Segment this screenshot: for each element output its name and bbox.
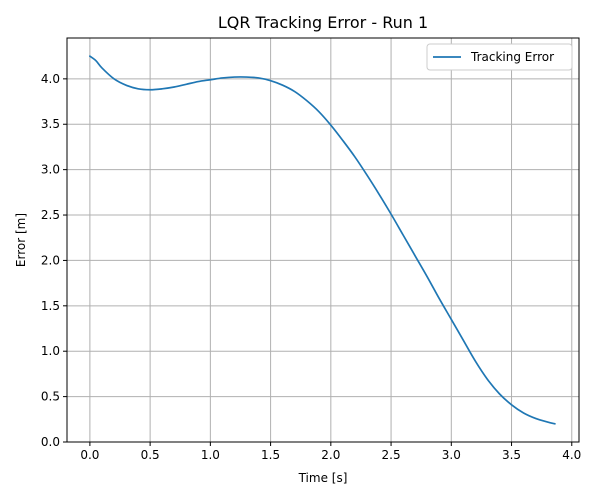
x-tick-label: 0.0 (80, 448, 99, 462)
y-axis-label: Error [m] (14, 213, 28, 267)
legend-label-tracking-error: Tracking Error (470, 50, 554, 64)
y-tick-label: 2.0 (41, 253, 60, 267)
series-line-tracking-error (89, 55, 556, 425)
tick-labels: 0.0 0.5 1.0 1.5 2.0 2.5 3.0 3.5 4.0 0.0 0.5 1.0 1.5 2… (41, 72, 581, 462)
chart-title: LQR Tracking Error - Run 1 (218, 13, 428, 32)
legend-box (426, 43, 573, 71)
x-tick-label: 0.5 (141, 448, 160, 462)
y-tick-label: 4.0 (41, 72, 60, 86)
y-tick-label: 1.0 (41, 344, 60, 358)
x-tick-label: 3.0 (442, 448, 461, 462)
x-axis-label: Time [s] (298, 471, 348, 485)
x-tick-label: 4.0 (562, 448, 581, 462)
y-tick-label: 3.0 (41, 163, 60, 177)
y-tick-label: 3.5 (41, 117, 60, 131)
y-tick-label: 0.0 (41, 435, 60, 449)
y-tick-label: 2.5 (41, 208, 60, 222)
x-tick-label: 1.0 (201, 448, 220, 462)
ticks (63, 78, 573, 446)
x-tick-label: 2.5 (382, 448, 401, 462)
x-tick-label: 2.0 (321, 448, 340, 462)
y-tick-label: 1.5 (41, 299, 60, 313)
legend: Tracking Error (426, 43, 573, 71)
y-tick-label: 0.5 (41, 390, 60, 404)
plot-frame (66, 37, 580, 443)
x-tick-label: 1.5 (261, 448, 280, 462)
x-tick-label: 3.5 (502, 448, 521, 462)
